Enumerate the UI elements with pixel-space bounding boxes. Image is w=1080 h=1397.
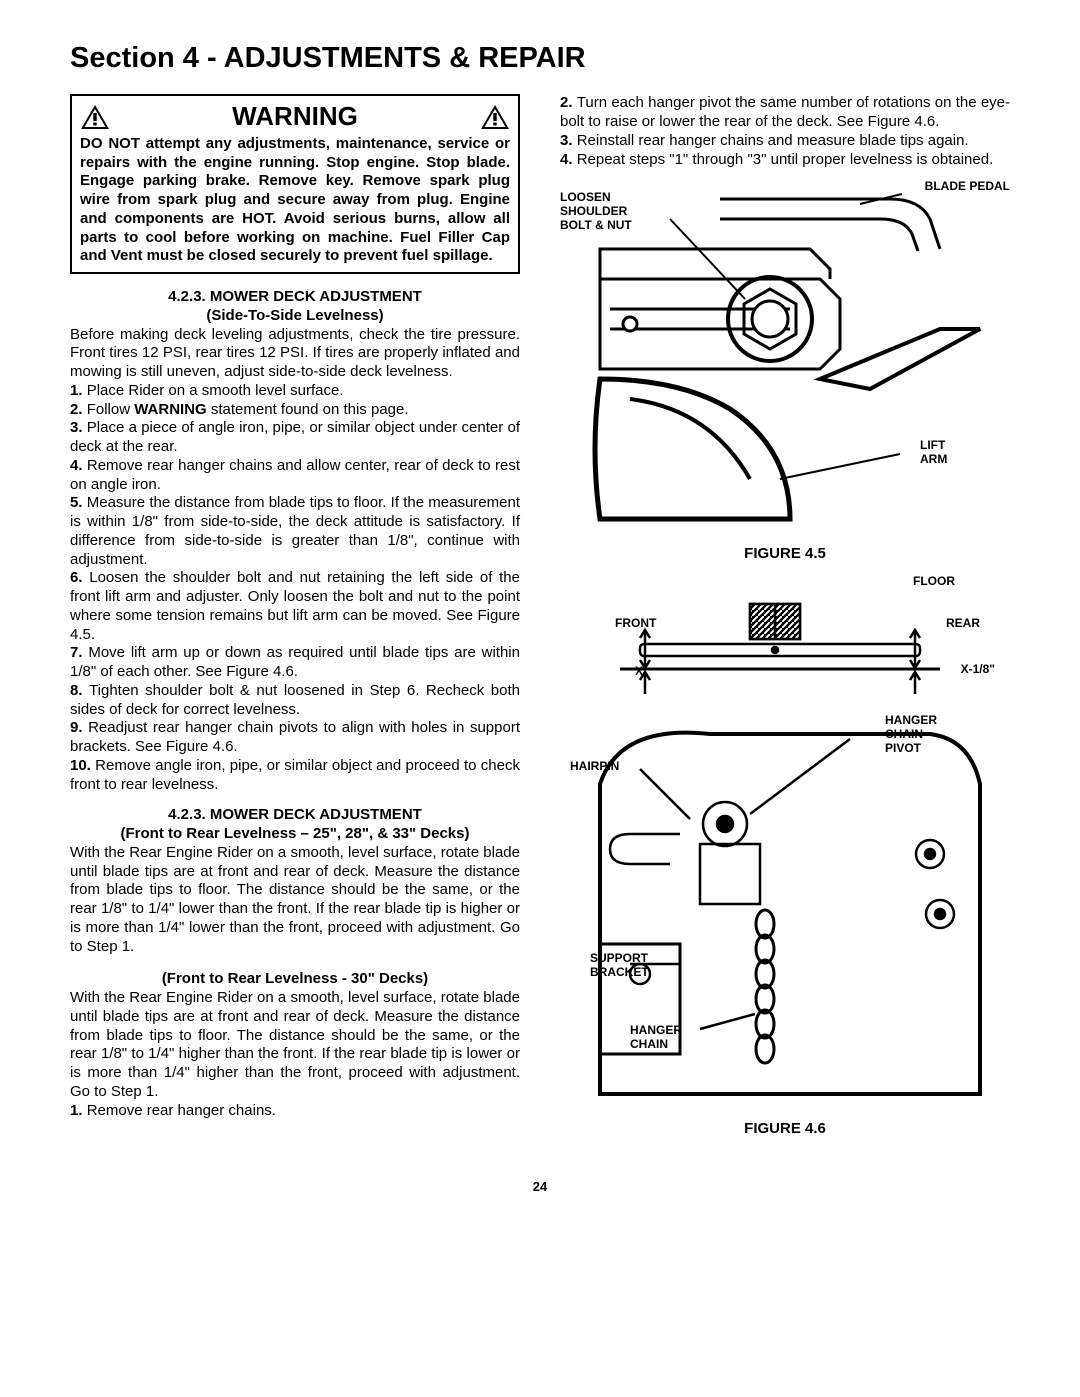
label-floor: FLOOR xyxy=(913,574,955,589)
left-column: WARNING DO NOT attempt any adjustments, … xyxy=(70,94,520,1149)
step-number: 2. xyxy=(560,94,577,111)
step-number: 4. xyxy=(560,151,577,168)
label-blade-pedal: BLADE PEDAL xyxy=(925,179,1010,194)
steps-423a: 1. Place Rider on a smooth level surface… xyxy=(70,382,520,795)
list-item: 6. Loosen the shoulder bolt and nut reta… xyxy=(70,569,520,644)
step-text: Move lift arm up or down as required unt… xyxy=(70,644,520,680)
list-item: 7. Move lift arm up or down as required … xyxy=(70,644,520,682)
label-loosen: LOOSEN SHOULDER BOLT & NUT xyxy=(560,191,660,232)
step-text: Place a piece of angle iron, pipe, or si… xyxy=(70,419,520,455)
steps-423b-right: 2. Turn each hanger pivot the same numbe… xyxy=(560,94,1010,169)
list-item: 2. Turn each hanger pivot the same numbe… xyxy=(560,94,1010,132)
step-text: Readjust rear hanger chain pivots to ali… xyxy=(70,719,520,755)
list-item: 3. Place a piece of angle iron, pipe, or… xyxy=(70,419,520,457)
subheading-30in: (Front to Rear Levelness - 30" Decks) xyxy=(70,970,520,989)
label-hanger-pivot: HANGER CHAIN PIVOT xyxy=(885,714,955,755)
page-number: 24 xyxy=(70,1179,1010,1195)
list-item: 3. Reinstall rear hanger chains and meas… xyxy=(560,132,1010,151)
warning-triangle-icon xyxy=(480,104,510,130)
step-number: 7. xyxy=(70,644,88,661)
step-number: 1. xyxy=(70,382,87,399)
warning-heading: WARNING xyxy=(232,100,358,133)
label-lift-arm: LIFT ARM xyxy=(920,439,970,467)
label-hanger-chain: HANGER CHAIN xyxy=(630,1024,700,1052)
list-item: 1. Place Rider on a smooth level surface… xyxy=(70,382,520,401)
list-item: 9. Readjust rear hanger chain pivots to … xyxy=(70,719,520,757)
step-text: Remove rear hanger chains and allow cent… xyxy=(70,457,520,493)
warning-box: WARNING DO NOT attempt any adjustments, … xyxy=(70,94,520,274)
list-item: 2. Follow WARNING statement found on thi… xyxy=(70,401,520,420)
list-item: 10. Remove angle iron, pipe, or similar … xyxy=(70,757,520,795)
step-text: Tighten shoulder bolt & nut loosened in … xyxy=(70,682,520,718)
step-number: 3. xyxy=(70,419,87,436)
step-number: 9. xyxy=(70,719,88,736)
section-title: Section 4 - ADJUSTMENTS & REPAIR xyxy=(70,40,1010,76)
step-number: 3. xyxy=(560,132,577,149)
warning-triangle-icon xyxy=(80,104,110,130)
figure-4-5-caption: FIGURE 4.5 xyxy=(560,545,1010,564)
intro-423a: Before making deck leveling adjustments,… xyxy=(70,326,520,382)
step-text: Measure the distance from blade tips to … xyxy=(70,494,520,567)
list-item: 8. Tighten shoulder bolt & nut loosened … xyxy=(70,682,520,720)
para-423b-1: With the Rear Engine Rider on a smooth, … xyxy=(70,844,520,957)
step-number: 4. xyxy=(70,457,87,474)
label-support: SUPPORT BRACKET xyxy=(590,952,670,980)
step-number: 10. xyxy=(70,757,95,774)
list-item: 4. Repeat steps "1" through "3" until pr… xyxy=(560,151,1010,170)
figure-4-5-svg xyxy=(560,179,990,539)
step-text: Reinstall rear hanger chains and measure… xyxy=(577,132,969,149)
figure-4-6: FLOOR FRONT REAR X X-1/8" HAIRPIN HANGER… xyxy=(560,574,1010,1114)
warning-body: DO NOT attempt any adjustments, maintena… xyxy=(80,135,510,266)
step-text: Remove angle iron, pipe, or similar obje… xyxy=(70,757,520,793)
step-number: 6. xyxy=(70,569,89,586)
figure-4-6-svg xyxy=(560,574,990,1114)
step-text: Repeat steps "1" through "3" until prope… xyxy=(577,151,994,168)
figure-4-6-caption: FIGURE 4.6 xyxy=(560,1120,1010,1139)
list-item: 1. Remove rear hanger chains. xyxy=(70,1102,520,1121)
label-rear: REAR xyxy=(946,616,980,631)
step-text: Turn each hanger pivot the same number o… xyxy=(560,94,1010,130)
list-item: 5. Measure the distance from blade tips … xyxy=(70,494,520,569)
label-front: FRONT xyxy=(615,616,656,631)
step-number: 2. xyxy=(70,401,87,418)
label-hairpin: HAIRPIN xyxy=(570,759,619,774)
step-number: 5. xyxy=(70,494,87,511)
list-item: 4. Remove rear hanger chains and allow c… xyxy=(70,457,520,495)
step-text: Place Rider on a smooth level surface. xyxy=(87,382,344,399)
label-x18: X-1/8" xyxy=(961,662,995,677)
step-number: 8. xyxy=(70,682,89,699)
right-column: 2. Turn each hanger pivot the same numbe… xyxy=(560,94,1010,1149)
step-text: Follow WARNING statement found on this p… xyxy=(87,401,409,418)
label-x: X xyxy=(635,664,643,679)
steps-423b-left: 1. Remove rear hanger chains. xyxy=(70,1102,520,1121)
para-423b-2: With the Rear Engine Rider on a smooth, … xyxy=(70,989,520,1102)
step-number: 1. xyxy=(70,1102,87,1119)
subheading-side-to-side: 4.2.3. MOWER DECK ADJUSTMENT (Side-To-Si… xyxy=(70,288,520,326)
step-text: Loosen the shoulder bolt and nut retaini… xyxy=(70,569,520,642)
step-text: Remove rear hanger chains. xyxy=(87,1102,276,1119)
figure-4-5: LOOSEN SHOULDER BOLT & NUT BLADE PEDAL L… xyxy=(560,179,1010,539)
subheading-front-rear: 4.2.3. MOWER DECK ADJUSTMENT (Front to R… xyxy=(70,806,520,844)
